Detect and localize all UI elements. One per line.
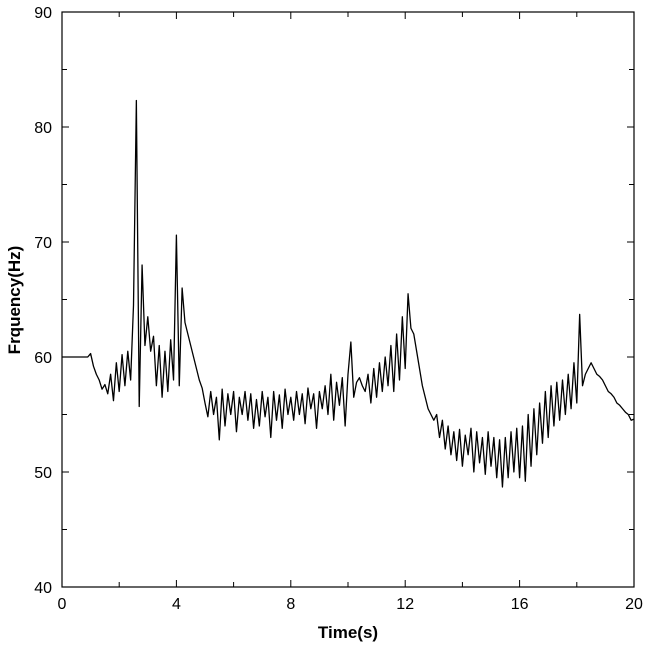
y-tick-label: 60 — [34, 350, 52, 367]
y-tick-label: 70 — [34, 235, 52, 252]
y-tick-label: 50 — [34, 465, 52, 482]
data-line — [62, 99, 635, 488]
x-tick-label: 12 — [396, 596, 414, 613]
y-axis-label: Frquency(Hz) — [5, 246, 24, 355]
x-tick-label: 16 — [511, 596, 529, 613]
y-tick-label: 40 — [34, 580, 52, 597]
x-tick-label: 0 — [58, 596, 67, 613]
x-tick-label: 20 — [625, 596, 643, 613]
x-tick-label: 8 — [286, 596, 295, 613]
x-axis-label: Time(s) — [318, 623, 378, 642]
x-tick-label: 4 — [172, 596, 181, 613]
y-tick-label: 80 — [34, 120, 52, 137]
plot-frame — [61, 11, 635, 588]
y-tick-label: 90 — [34, 5, 52, 22]
